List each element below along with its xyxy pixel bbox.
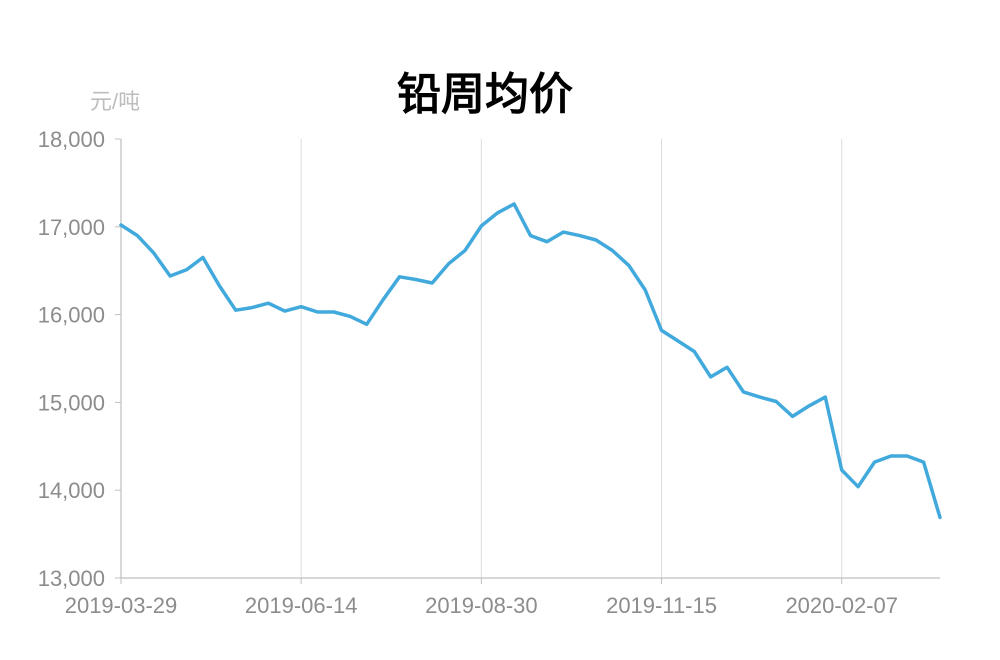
y-axis-unit-label: 元/吨 [90, 89, 141, 114]
y-tick-label: 16,000 [38, 303, 105, 328]
y-tick-label: 14,000 [38, 478, 105, 503]
series-line [119, 202, 942, 520]
y-tick-label: 13,000 [38, 566, 105, 591]
y-tick-label: 17,000 [38, 215, 105, 240]
x-tick-label: 2019-03-29 [65, 593, 178, 618]
y-tick-label: 15,000 [38, 390, 105, 415]
y-tick-label: 18,000 [38, 127, 105, 152]
x-tick-label: 2019-11-15 [606, 593, 717, 618]
chart-title: 铅周均价 [397, 69, 573, 120]
x-tick-label: 2019-06-14 [245, 593, 358, 618]
x-tick-label: 2020-02-07 [785, 593, 898, 618]
x-tick-label: 2019-08-30 [425, 593, 538, 618]
